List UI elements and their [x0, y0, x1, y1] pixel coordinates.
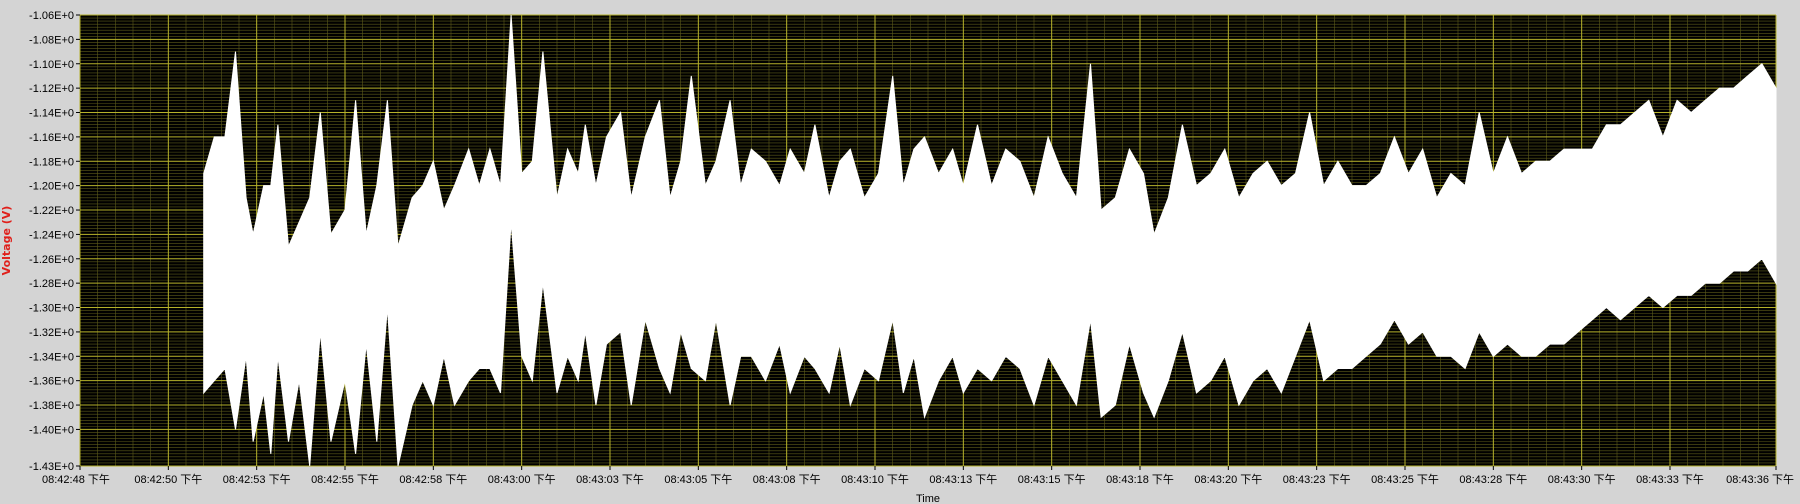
y-tick-label: -1.34E+0 [29, 351, 74, 363]
y-axis-title: Voltage (V) [0, 206, 13, 276]
y-tick-label: -1.38E+0 [29, 400, 74, 412]
y-tick-label: -1.43E+0 [29, 461, 74, 473]
x-tick-label: 08:43:33 下午 [1636, 473, 1704, 486]
y-tick-label: -1.08E+0 [29, 34, 74, 46]
y-tick-label: -1.12E+0 [29, 83, 74, 95]
x-tick-label: 08:43:23 下午 [1283, 473, 1351, 486]
x-tick-label: 08:43:20 下午 [1194, 473, 1262, 486]
y-tick-label: -1.16E+0 [29, 132, 74, 144]
x-tick-label: 08:43:08 下午 [753, 473, 821, 486]
y-tick-label: -1.24E+0 [29, 229, 74, 241]
x-tick-label: 08:43:15 下午 [1018, 473, 1086, 486]
x-tick-label: 08:42:53 下午 [223, 473, 291, 486]
x-tick-label: 08:43:36 下午 [1726, 473, 1794, 486]
x-tick-label: 08:43:18 下午 [1106, 473, 1174, 486]
x-tick-label: 08:43:03 下午 [576, 473, 644, 486]
x-axis-title: Time [916, 493, 940, 504]
x-tick-label: 08:42:50 下午 [134, 473, 202, 486]
y-tick-label: -1.14E+0 [29, 108, 74, 120]
x-tick-label: 08:43:28 下午 [1459, 473, 1527, 486]
y-tick-label: -1.32E+0 [29, 327, 74, 339]
x-tick-label: 08:43:00 下午 [488, 473, 556, 486]
y-tick-label: -1.30E+0 [29, 303, 74, 315]
y-tick-label: -1.06E+0 [29, 10, 74, 22]
x-tick-label: 08:42:55 下午 [311, 473, 379, 486]
y-tick-label: -1.22E+0 [29, 205, 74, 217]
x-tick-label: 08:43:10 下午 [841, 473, 909, 486]
x-tick-label: 08:43:25 下午 [1371, 473, 1439, 486]
y-tick-label: -1.20E+0 [29, 181, 74, 193]
voltage-signal-band [203, 14, 1777, 467]
y-tick-label: -1.10E+0 [29, 59, 74, 71]
x-tick-label: 08:43:05 下午 [664, 473, 732, 486]
y-axis-ticks: -1.06E+0 -1.08E+0 -1.10E+0 -1.12E+0 -1.14E+0… [29, 10, 80, 473]
y-tick-label: -1.18E+0 [29, 156, 74, 168]
y-tick-label: -1.26E+0 [29, 254, 74, 266]
y-tick-label: -1.40E+0 [29, 424, 74, 436]
x-tick-label: 08:43:30 下午 [1548, 473, 1616, 486]
y-tick-label: -1.28E+0 [29, 278, 74, 290]
y-tick-label: -1.36E+0 [29, 376, 74, 388]
x-tick-label: 08:43:13 下午 [929, 473, 997, 486]
x-axis-ticks: 08:42:48 下午 08:42:50 下午 08:42:53 下午 08:42:5… [42, 466, 1794, 486]
x-tick-label: 08:42:58 下午 [399, 473, 467, 486]
x-tick-label: 08:42:48 下午 [42, 473, 110, 486]
